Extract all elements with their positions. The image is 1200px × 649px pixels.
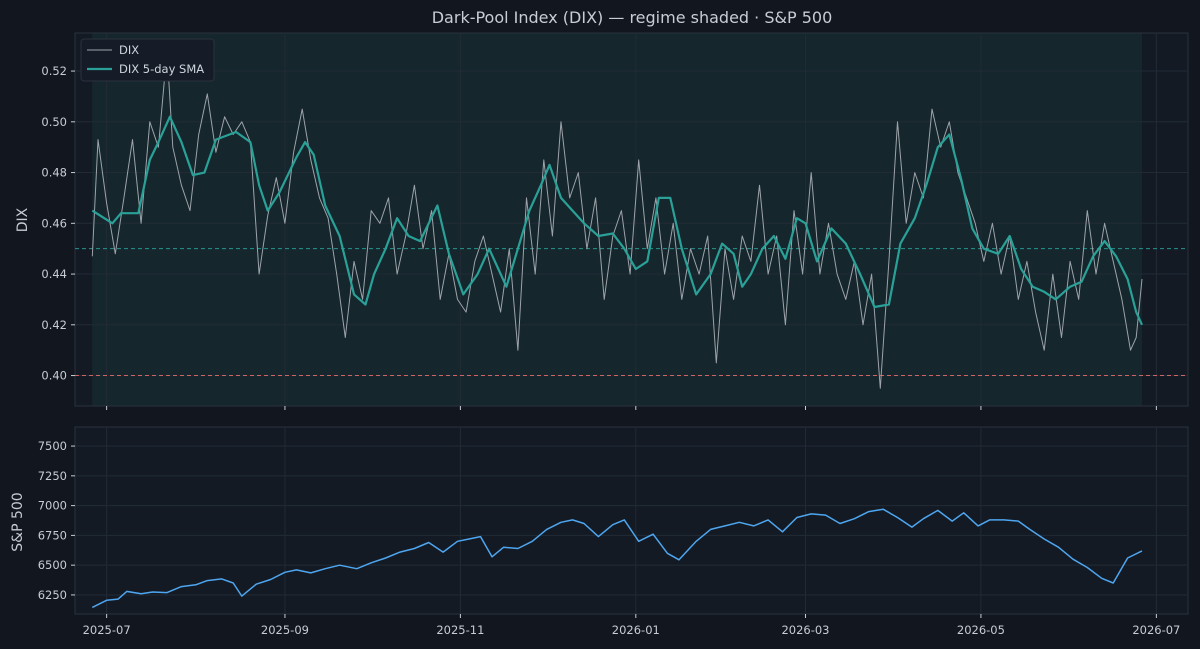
dix-axis-label: DIX (15, 207, 31, 232)
dix-y-tick-label: 0.46 (41, 216, 67, 230)
sma-series-line (91, 115, 1144, 326)
spx-y-tick-label: 6250 (38, 588, 67, 602)
spx-series-line (91, 508, 1143, 609)
x-tick-label: 2026-03 (781, 623, 829, 637)
dix-y-tick-label: 0.50 (41, 115, 67, 129)
x-axis: 2025-07 2025-09 2025-11 2026-01 2026-03 2026-… (83, 406, 1180, 637)
dix-y-tick-label: 0.52 (41, 64, 67, 78)
legend-sma-label: DIX 5-day SMA (119, 62, 204, 76)
spx-axis-label: S&P 500 (10, 492, 26, 551)
spx-y-tick-label: 6750 (38, 528, 67, 542)
chart-title: Dark-Pool Index (DIX) — regime shaded · … (432, 8, 833, 27)
x-tick-label: 2026-07 (1132, 623, 1180, 637)
spx-y-tick-label: 6500 (38, 558, 67, 572)
dix-y-tick-label: 0.44 (41, 267, 67, 281)
spx-plot-area (74, 426, 1189, 615)
spx-y-tick-label: 7500 (38, 439, 67, 453)
dix-panel: 0.40 0.42 0.44 0.46 0.48 0.50 0.52 (41, 32, 1189, 407)
legend-dix-label: DIX (119, 43, 139, 57)
x-tick-label: 2026-05 (957, 623, 1005, 637)
x-tick-label: 2025-09 (261, 623, 309, 637)
x-tick-label: 2025-11 (436, 623, 484, 637)
dix-y-tick-label: 0.48 (41, 166, 67, 180)
spx-y-tick-label: 7000 (38, 499, 67, 513)
spx-panel: 6250 6500 6750 7000 7250 7500 (38, 426, 1189, 615)
regime-shade (92, 33, 1142, 406)
dix-y-tick-label: 0.40 (41, 369, 67, 383)
spx-y-tick-label: 7250 (38, 469, 67, 483)
legend-box (80, 38, 215, 82)
dix-y-tick-label: 0.42 (41, 318, 67, 332)
x-tick-label: 2026-01 (612, 623, 660, 637)
legend: DIX DIX 5-day SMA (80, 38, 215, 82)
dix-series-line (91, 50, 1143, 389)
x-tick-label: 2025-07 (83, 623, 131, 637)
